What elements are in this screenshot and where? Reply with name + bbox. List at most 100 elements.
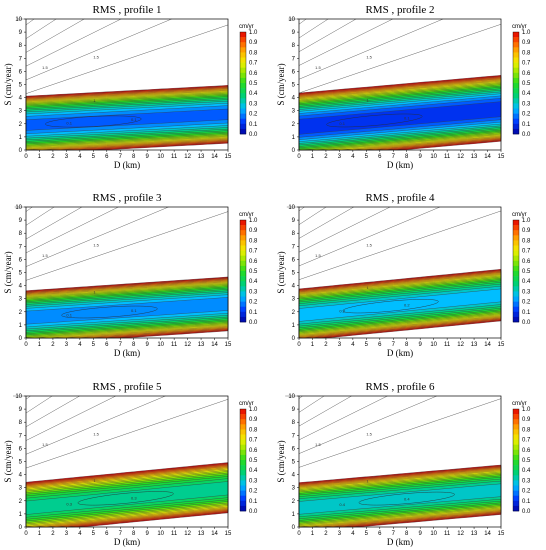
y-tick-label: 0 xyxy=(19,148,23,154)
colorbar-segment xyxy=(240,255,246,262)
y-tick-label: 3 xyxy=(292,297,296,303)
colorbar-segment xyxy=(513,316,519,323)
y-tick-label: 4 xyxy=(292,473,296,479)
y-tick-label: 3 xyxy=(19,486,23,492)
colorbar-tick-label: 0.4 xyxy=(522,279,531,285)
colorbar-segment xyxy=(240,490,246,496)
x-axis-label: D (km) xyxy=(114,348,140,358)
colorbar-tick-label: 1.0 xyxy=(249,218,258,224)
colorbar-tick-label: 1.0 xyxy=(249,30,258,36)
y-tick-label: 4 xyxy=(19,96,23,102)
x-tick-label: 15 xyxy=(225,342,232,348)
contour-label: 1.5 xyxy=(366,54,372,59)
panel-3: RMS , profile 31.51.510.10.10 1 2 3 4 5 6 7 8 9 10… xyxy=(3,192,258,358)
colorbar-segment xyxy=(240,108,246,114)
colorbar-tick-label: 0.5 xyxy=(249,81,258,87)
y-tick-label: 2 xyxy=(292,499,296,505)
x-tick-label: 14 xyxy=(484,342,491,348)
colorbar-segment xyxy=(240,47,246,53)
colorbar-tick-label: 0.9 xyxy=(249,417,258,423)
colorbar: cm/yr 0.0 0.1 0.2 0.3 0.4 0.5 0.6 0.7 0.8 0.9 1.0 xyxy=(512,24,531,138)
colorbar-unit: cm/yr xyxy=(239,401,254,407)
colorbar-segment xyxy=(513,77,519,84)
x-tick-label: 9 xyxy=(419,342,423,348)
x-tick-label: 7 xyxy=(392,154,396,160)
colorbar-segment xyxy=(240,470,246,476)
colorbar-segment xyxy=(513,480,519,486)
colorbar-segment xyxy=(513,444,519,451)
x-tick-label: 12 xyxy=(457,531,464,537)
x-tick-label: 13 xyxy=(198,531,205,537)
colorbar-segment xyxy=(513,57,519,63)
colorbar-segment xyxy=(240,271,246,277)
x-tick-label: 7 xyxy=(392,342,396,348)
y-tick-label: 7 xyxy=(292,56,296,62)
y-tick-label: 5 xyxy=(292,271,296,277)
x-tick-label: 0 xyxy=(24,342,28,348)
y-tick-label: 3 xyxy=(292,109,296,115)
colorbar-segment xyxy=(240,83,246,89)
x-tick-label: 13 xyxy=(471,154,478,160)
y-tick-label: 6 xyxy=(19,446,23,452)
colorbar-segment xyxy=(240,480,246,486)
y-tick-label: 10 xyxy=(288,205,295,211)
colorbar-segment xyxy=(513,47,519,53)
colorbar-segment xyxy=(240,52,246,58)
colorbar-tick-label: 0.8 xyxy=(249,238,258,244)
y-tick-label: 8 xyxy=(19,43,23,49)
colorbar-segment xyxy=(240,439,246,445)
minimum-contour xyxy=(77,491,174,506)
colorbar-unit: cm/yr xyxy=(512,24,527,30)
contour-line xyxy=(298,206,354,239)
colorbar-segment xyxy=(240,311,246,318)
x-axis: 0 1 2 3 4 5 6 7 8 9 10 11 12 13 14 15D (km) xyxy=(24,338,232,358)
colorbar: cm/yr 0.0 0.1 0.2 0.3 0.4 0.5 0.6 0.7 0.8 0.9 1.0 xyxy=(239,212,258,326)
colorbar-segment xyxy=(513,424,519,430)
colorbar-segment xyxy=(240,291,246,297)
x-tick-label: 2 xyxy=(51,531,55,537)
x-tick-label: 4 xyxy=(351,342,355,348)
y-tick-label: 10 xyxy=(15,394,22,400)
colorbar-segment xyxy=(513,88,519,94)
colorbar-tick-label: 0.6 xyxy=(522,71,531,77)
x-tick-label: 11 xyxy=(171,342,178,348)
colorbar-frame xyxy=(512,408,520,512)
colorbar-segment xyxy=(513,108,519,114)
x-tick-label: 15 xyxy=(225,154,232,160)
colorbar-unit: cm/yr xyxy=(239,212,254,218)
x-tick-label: 7 xyxy=(119,154,123,160)
y-tick-label: 8 xyxy=(292,43,296,49)
x-tick-label: 3 xyxy=(65,531,69,537)
colorbar-tick-label: 0.0 xyxy=(522,132,531,138)
x-tick-label: 14 xyxy=(211,531,218,537)
contour-line xyxy=(25,395,80,427)
x-axis-label: D (km) xyxy=(387,537,413,547)
colorbar: cm/yr 0.0 0.1 0.2 0.3 0.4 0.5 0.6 0.7 0.8 0.9 1.0 xyxy=(512,401,531,515)
x-tick-label: 13 xyxy=(198,154,205,160)
y-axis: 0 1 2 3 4 5 6 7 8 9 10 S (cm/year) xyxy=(276,394,299,531)
upper-contour-lines xyxy=(285,395,502,468)
contour-label: 0.3 xyxy=(131,495,137,500)
colorbar-tick-label: 0.3 xyxy=(522,478,531,484)
colorbar-segment xyxy=(513,409,519,415)
contour-label: 1 xyxy=(366,478,369,483)
colorbar-segment xyxy=(240,281,246,287)
y-tick-label: 3 xyxy=(19,297,23,303)
contour-label: 1.5 xyxy=(42,442,48,447)
colorbar-segment xyxy=(240,500,246,507)
colorbar-segment xyxy=(513,306,519,313)
colorbar-tick-label: 0.0 xyxy=(522,320,531,326)
colorbar-segment xyxy=(513,245,519,251)
colorbar: cm/yr 0.0 0.1 0.2 0.3 0.4 0.5 0.6 0.7 0.8 0.9 1.0 xyxy=(239,24,258,138)
colorbar-tick-label: 0.5 xyxy=(522,269,531,275)
y-tick-label: 8 xyxy=(19,420,23,426)
upper-contour-lines xyxy=(14,206,229,281)
colorbar-segment xyxy=(240,42,246,48)
colorbar-segment xyxy=(240,240,246,246)
contour-line xyxy=(298,395,437,454)
x-tick-label: 6 xyxy=(105,154,109,160)
colorbar-segment xyxy=(240,424,246,430)
colorbar-segment xyxy=(513,429,519,435)
panel-title: RMS , profile 6 xyxy=(365,381,435,393)
x-tick-label: 4 xyxy=(78,342,82,348)
